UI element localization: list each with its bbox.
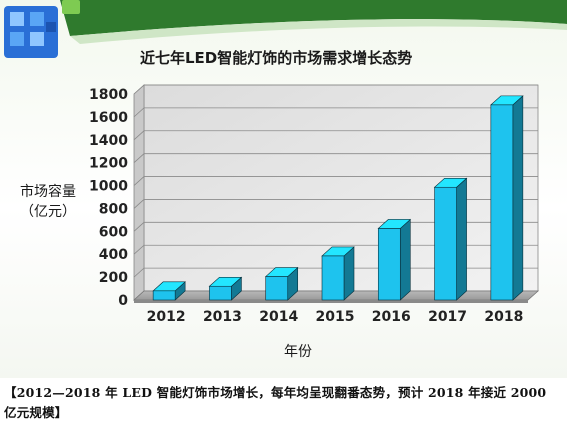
header-swoosh-light bbox=[70, 19, 567, 44]
bar bbox=[490, 104, 514, 301]
y-axis-label-line2: （亿元） bbox=[20, 204, 76, 220]
bar bbox=[265, 276, 289, 301]
cube-logo-icon bbox=[4, 0, 80, 58]
y-tick-label: 1400 bbox=[89, 133, 128, 149]
x-axis-label: 年份 bbox=[284, 344, 312, 360]
bar bbox=[377, 228, 401, 301]
bar-side bbox=[456, 177, 467, 301]
chart-title: 近七年LED智能灯饰的市场需求增长态势 bbox=[140, 49, 412, 67]
gridline bbox=[133, 199, 538, 209]
gridline bbox=[133, 107, 538, 118]
chart-floor-edge bbox=[134, 300, 528, 303]
y-tick-label: 1600 bbox=[89, 110, 128, 126]
bar-side bbox=[399, 218, 411, 301]
figure-caption: 【2012—2018 年 LED 智能灯饰市场增长，每年均呈现翻番态势，预计 2… bbox=[4, 385, 547, 420]
y-tick-label: 1000 bbox=[89, 179, 128, 195]
y-tick-label: 800 bbox=[99, 201, 128, 217]
bar bbox=[434, 186, 457, 301]
side-wall bbox=[133, 84, 145, 301]
gridline bbox=[133, 176, 538, 186]
y-tick-label: 1800 bbox=[89, 87, 128, 103]
y-axis-label-line1: 市场容量 bbox=[20, 183, 76, 200]
y-tick-label: 400 bbox=[99, 247, 128, 263]
x-tick-label: 2017 bbox=[428, 309, 467, 325]
x-tick-label: 2015 bbox=[316, 309, 355, 325]
bar-side bbox=[512, 95, 524, 301]
gridline bbox=[133, 84, 538, 95]
chart: 近七年LED智能灯饰的市场需求增长态势 市场容量 （亿元） 年份 0 200 400… bbox=[4, 0, 567, 360]
x-tick-label: 2018 bbox=[484, 309, 523, 325]
header-swoosh bbox=[60, 0, 567, 36]
gridline bbox=[133, 153, 538, 163]
x-tick-label: 2014 bbox=[259, 309, 298, 325]
bar bbox=[321, 255, 345, 301]
plot-area: 0 200 400 600 800 1000 1200 1400 1600 1800 2012 201… bbox=[89, 84, 540, 325]
y-tick-label: 200 bbox=[99, 270, 128, 286]
x-tick-label: 2013 bbox=[203, 309, 242, 325]
slide: 近七年LED智能灯饰的市场需求增长态势 市场容量 （亿元） 年份 0 200 400… bbox=[0, 0, 567, 378]
bar bbox=[152, 290, 176, 301]
bar bbox=[209, 285, 232, 301]
x-tick-label: 2016 bbox=[372, 309, 411, 325]
y-tick-label: 0 bbox=[118, 293, 128, 309]
gridline bbox=[133, 130, 538, 141]
y-tick-label: 1200 bbox=[89, 156, 128, 172]
x-tick-label: 2012 bbox=[147, 309, 186, 325]
y-tick-label: 600 bbox=[99, 224, 128, 240]
